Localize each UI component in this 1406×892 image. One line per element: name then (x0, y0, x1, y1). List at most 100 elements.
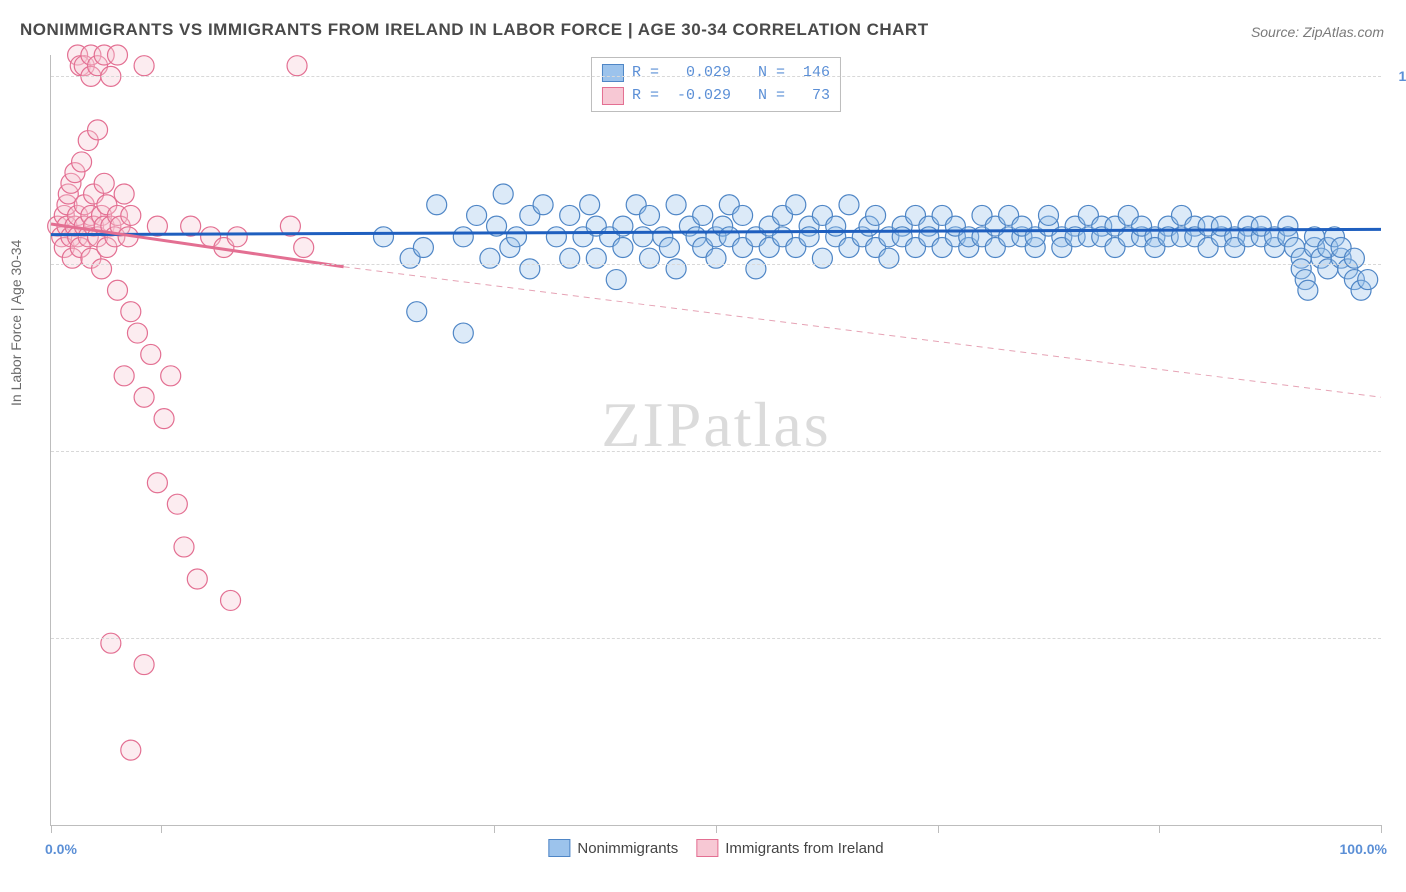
pink-point (121, 205, 141, 225)
stats-text: R = -0.029 N = 73 (632, 85, 830, 108)
blue-point (746, 259, 766, 279)
chart-title: NONIMMIGRANTS VS IMMIGRANTS FROM IRELAND… (20, 20, 929, 40)
pink-point (114, 366, 134, 386)
pink-point (108, 45, 128, 65)
y-tick-label: 100.0% (1386, 68, 1406, 84)
pink-point (154, 409, 174, 429)
pink-point (88, 120, 108, 140)
blue-point (786, 195, 806, 215)
blue-point (812, 248, 832, 268)
pink-point (167, 494, 187, 514)
x-tick (938, 825, 939, 833)
gridline (51, 264, 1381, 265)
pink-point (108, 280, 128, 300)
x-tick (494, 825, 495, 833)
pink-point (121, 302, 141, 322)
x-tick (716, 825, 717, 833)
pink-point (134, 655, 154, 675)
gridline (51, 451, 1381, 452)
legend-label: Immigrants from Ireland (725, 840, 883, 857)
pink-point (294, 238, 314, 258)
blue-point (560, 205, 580, 225)
legend-swatch (602, 64, 624, 82)
y-axis-label: In Labor Force | Age 30-34 (8, 240, 24, 406)
blue-point (666, 259, 686, 279)
pink-point (101, 633, 121, 653)
x-tick (51, 825, 52, 833)
y-tick-label: 65.0% (1386, 443, 1406, 459)
x-tick (161, 825, 162, 833)
blue-point (560, 248, 580, 268)
gridline (51, 76, 1381, 77)
plot-area: ZIPatlas R = 0.029 N = 146R = -0.029 N =… (50, 55, 1381, 826)
blue-point (693, 205, 713, 225)
stats-row: R = 0.029 N = 146 (602, 62, 830, 85)
legend-swatch (696, 839, 718, 857)
blue-point (1298, 280, 1318, 300)
blue-point (467, 205, 487, 225)
blue-point (1039, 205, 1059, 225)
x-tick (1381, 825, 1382, 833)
blue-point (1358, 270, 1378, 290)
blue-point (580, 195, 600, 215)
blue-point (533, 195, 553, 215)
blue-point (507, 227, 527, 247)
x-tick (1159, 825, 1160, 833)
blue-point (453, 323, 473, 343)
blue-point (826, 216, 846, 236)
x-axis-min-label: 0.0% (45, 841, 77, 857)
blue-point (733, 205, 753, 225)
x-axis-max-label: 100.0% (1340, 841, 1387, 857)
blue-point (659, 238, 679, 258)
y-tick-label: 82.5% (1386, 256, 1406, 272)
pink-point (134, 387, 154, 407)
stats-row: R = -0.029 N = 73 (602, 85, 830, 108)
pink-point (94, 173, 114, 193)
pink-point (174, 537, 194, 557)
blue-point (613, 238, 633, 258)
pink-point (287, 56, 307, 76)
pink-point (72, 152, 92, 172)
source-label: Source: ZipAtlas.com (1251, 24, 1384, 40)
pink-point (161, 366, 181, 386)
blue-point (706, 248, 726, 268)
blue-point (480, 248, 500, 268)
pink-point (121, 740, 141, 760)
blue-point (839, 195, 859, 215)
blue-point (633, 227, 653, 247)
blue-point (1344, 248, 1364, 268)
pink-point (141, 344, 161, 364)
pink-point (187, 569, 207, 589)
pink-point (92, 259, 112, 279)
bottom-legend: Nonimmigrants Immigrants from Ireland (548, 839, 883, 857)
pink-point (134, 56, 154, 76)
blue-point (427, 195, 447, 215)
blue-point (640, 248, 660, 268)
trend-line (344, 267, 1381, 397)
blue-point (413, 238, 433, 258)
pink-point (127, 323, 147, 343)
blue-point (866, 205, 886, 225)
pink-point (227, 227, 247, 247)
legend-item: Nonimmigrants (548, 839, 678, 857)
blue-point (546, 227, 566, 247)
blue-point (799, 227, 819, 247)
blue-point (453, 227, 473, 247)
legend-swatch (602, 87, 624, 105)
stats-legend-box: R = 0.029 N = 146R = -0.029 N = 73 (591, 57, 841, 112)
blue-point (640, 205, 660, 225)
legend-label: Nonimmigrants (577, 840, 678, 857)
blue-point (606, 270, 626, 290)
blue-point (407, 302, 427, 322)
stats-text: R = 0.029 N = 146 (632, 62, 830, 85)
pink-point (147, 473, 167, 493)
legend-swatch (548, 839, 570, 857)
legend-item: Immigrants from Ireland (696, 839, 883, 857)
gridline (51, 638, 1381, 639)
chart-svg (51, 55, 1381, 825)
pink-point (114, 184, 134, 204)
blue-point (586, 248, 606, 268)
blue-point (666, 195, 686, 215)
y-tick-label: 47.5% (1386, 630, 1406, 646)
blue-point (879, 248, 899, 268)
